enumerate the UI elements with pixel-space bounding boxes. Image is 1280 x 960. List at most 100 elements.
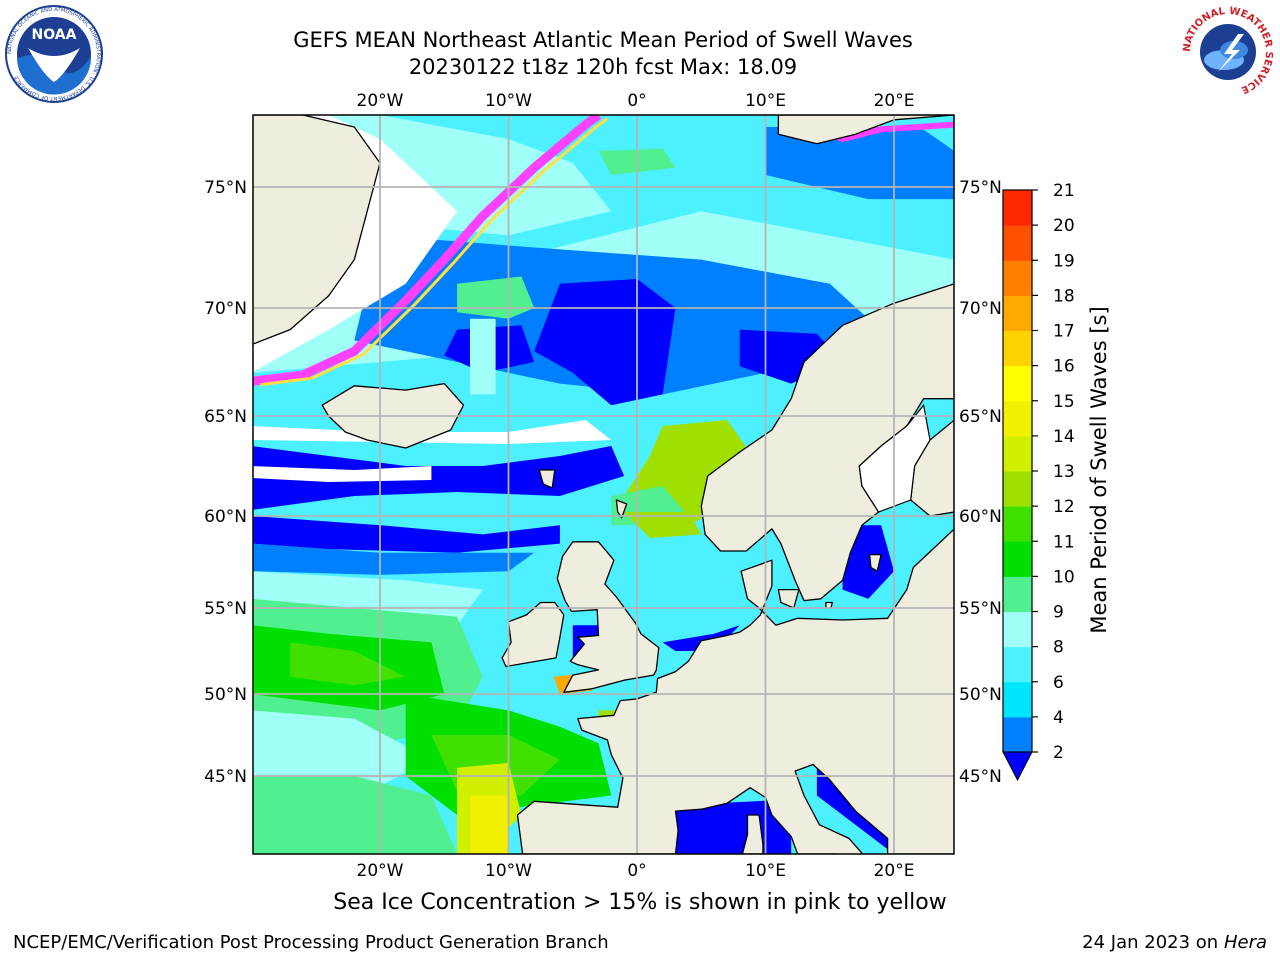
lon-label-top: 10°E (745, 91, 786, 111)
colorbar-segment (1003, 541, 1032, 577)
swell-region-28 (662, 625, 740, 651)
land-faroes (538, 469, 556, 489)
colorbar-segment (1003, 506, 1032, 542)
lon-label-bottom: 10°E (745, 861, 786, 881)
colorbar-tick-label: 13 (1053, 462, 1075, 482)
map-subtitle: 20230122 t18z 120h fcst Max: 18.09 (408, 55, 798, 79)
lon-label-bottom: 20°W (357, 861, 404, 881)
colorbar-tick-label: 15 (1053, 392, 1075, 412)
colorbar-tick-label: 19 (1053, 251, 1075, 271)
colorbar-segment (1003, 716, 1032, 753)
swell-region-7 (253, 516, 560, 553)
map-title: GEFS MEAN Northeast Atlantic Mean Period… (293, 28, 913, 52)
colorbar-segment (1003, 435, 1032, 472)
colorbar-tick-label: 16 (1053, 357, 1075, 377)
swell-region-2 (534, 279, 676, 406)
lat-label-left: 50°N (204, 685, 247, 705)
lat-label-right: 45°N (959, 767, 1002, 787)
swell-region-6 (253, 446, 625, 510)
colorbar-tick-label: 11 (1053, 532, 1075, 552)
swell-region-5 (765, 127, 954, 200)
lat-label-left: 60°N (204, 507, 247, 527)
lat-label-right: 60°N (959, 507, 1002, 527)
colorbar-tick-label: 6 (1053, 673, 1064, 693)
land-gotland (868, 553, 882, 572)
colorbar-label: Mean Period of Swell Waves [s] (1087, 306, 1111, 633)
colorbar-segment (1003, 646, 1032, 683)
swell-region-8 (253, 543, 535, 575)
land-continent (516, 528, 954, 854)
colorbar-tick-label: 4 (1053, 708, 1064, 728)
swell-region-29 (842, 525, 894, 599)
lat-label-left: 65°N (204, 407, 247, 427)
colorbar-segment (1003, 260, 1032, 296)
sea-ice-caption: Sea Ice Concentration > 15% is shown in … (333, 890, 947, 915)
colorbar-tick-label: 12 (1053, 497, 1075, 517)
colorbar-segment (1003, 225, 1032, 261)
noaa-logo: NOAA NATIONAL OCEANIC AND ATMOSPHERIC AD… (5, 5, 103, 103)
lon-label-top: 20°W (357, 91, 404, 111)
footer-date: 24 Jan 2023 on Hera (1082, 932, 1267, 953)
colorbar-tick-label: 9 (1053, 603, 1064, 623)
colorbar-tick-label: 10 (1053, 567, 1075, 587)
colorbar-segment (1003, 330, 1032, 367)
lon-label-top: 20°E (874, 91, 915, 111)
lat-label-right: 55°N (959, 599, 1002, 619)
lon-label-top: 10°W (485, 91, 532, 111)
nws-logo: NATIONAL WEATHER SERVICE (1181, 5, 1275, 99)
map-frame (252, 114, 955, 855)
land-great-britain (556, 541, 660, 693)
swell-region-21 (624, 512, 702, 539)
lon-label-top: 0° (627, 91, 646, 111)
swell-region-31 (816, 767, 920, 854)
swell-region-22 (457, 276, 535, 319)
swell-region-14 (253, 776, 458, 854)
lat-label-right: 50°N (959, 685, 1002, 705)
colorbar-under-arrow (1002, 751, 1033, 782)
colorbar-segment (1003, 576, 1032, 612)
lat-label-right: 65°N (959, 407, 1002, 427)
lat-label-right: 75°N (959, 178, 1002, 198)
colorbar-tick-label: 14 (1053, 427, 1075, 447)
lon-label-bottom: 10°W (485, 861, 532, 881)
colorbar-segment (1003, 681, 1032, 718)
colorbar-segment (1003, 400, 1032, 437)
noaa-logo-text: NOAA (32, 27, 77, 43)
land-layer (253, 115, 954, 854)
lon-label-bottom: 0° (627, 861, 646, 881)
colorbar-segment (1003, 365, 1032, 402)
lat-label-left: 70°N (204, 299, 247, 319)
colorbar-tick-label: 18 (1053, 286, 1075, 306)
graticule (253, 115, 954, 854)
colorbar-tick-label: 21 (1053, 181, 1075, 201)
land-greenland (253, 115, 381, 345)
colorbar: 2 4 6 8 9 10 11 12 13 14 15 16 17 18 19 20 21 (1002, 181, 1075, 782)
land-corsica-sardinia (741, 814, 764, 854)
lat-label-left: 75°N (204, 178, 247, 198)
lat-label-right: 70°N (959, 299, 1002, 319)
footer-date-text: 24 Jan 2023 on (1082, 932, 1224, 953)
footer-host: Hera (1223, 932, 1267, 953)
lon-label-bottom: 20°E (874, 861, 915, 881)
swell-region-12 (290, 642, 406, 686)
colorbar-tick-label: 20 (1053, 216, 1075, 236)
land-shetland (615, 499, 628, 519)
colorbar-tick-label: 2 (1053, 743, 1064, 763)
swell-region-13 (253, 710, 432, 786)
colorbar-segment (1003, 295, 1032, 331)
swell-region-18 (470, 795, 509, 854)
sea-ice-edge-inner (260, 117, 609, 387)
colorbar-tick-label: 17 (1053, 322, 1075, 342)
lat-label-left: 55°N (204, 599, 247, 619)
no-data-area-2 (253, 466, 432, 482)
colorbar-segment (1003, 611, 1032, 648)
colorbar-tick-label: 8 (1053, 638, 1064, 658)
lat-label-left: 45°N (204, 767, 247, 787)
colorbar-segment (1003, 471, 1032, 507)
sea-ice-edge (253, 115, 602, 386)
land-svalbard (777, 115, 954, 145)
colorbar-segment (1003, 190, 1032, 226)
footer-credit: NCEP/EMC/Verification Post Processing Pr… (13, 932, 609, 953)
swell-region-23 (470, 318, 496, 395)
